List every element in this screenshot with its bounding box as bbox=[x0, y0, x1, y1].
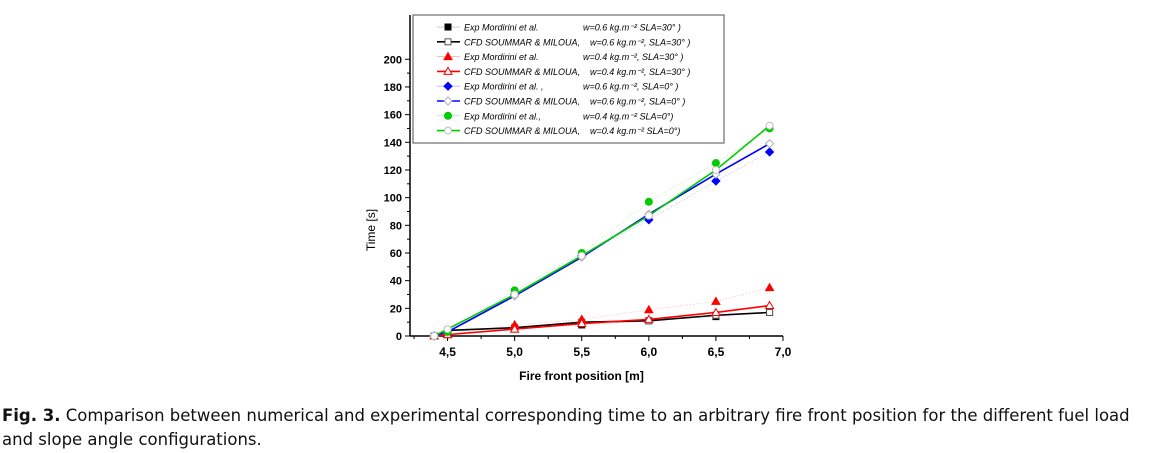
data-point-7 bbox=[644, 211, 653, 220]
data-point-7 bbox=[443, 325, 452, 334]
y-tick-label: 80 bbox=[390, 220, 402, 232]
data-point-3 bbox=[576, 318, 587, 328]
x-tick-label: 5,5 bbox=[573, 345, 590, 359]
x-tick-label: 4,5 bbox=[439, 345, 456, 359]
data-point-2 bbox=[764, 282, 775, 292]
legend-marker bbox=[443, 96, 453, 106]
legend-params: w=0.4 kg.m⁻², SLA=30° ) bbox=[583, 52, 683, 62]
legend-marker bbox=[444, 111, 452, 120]
data-point-7 bbox=[577, 251, 586, 260]
data-point-5 bbox=[764, 138, 775, 149]
y-tick-label: 40 bbox=[390, 276, 402, 288]
caption-text: Comparison between numerical and experim… bbox=[2, 406, 1130, 449]
x-tick-label: 6,0 bbox=[640, 345, 657, 359]
y-tick-label: 160 bbox=[384, 110, 402, 122]
data-point-4 bbox=[764, 147, 775, 157]
legend-label: Exp Mordirini et al. bbox=[464, 52, 539, 62]
y-axis-label: Time [s] bbox=[364, 209, 378, 251]
x-axis-label: Fire front position [m] bbox=[519, 369, 644, 383]
legend-marker bbox=[443, 51, 453, 61]
legend-marker bbox=[444, 23, 452, 31]
data-point-7 bbox=[430, 332, 439, 340]
y-tick-label: 140 bbox=[384, 137, 402, 149]
data-point-3 bbox=[509, 324, 520, 333]
data-point-6 bbox=[711, 159, 720, 168]
y-tick-label: 120 bbox=[384, 165, 402, 177]
series-line-5 bbox=[433, 142, 770, 337]
caption-label: Fig. 3. bbox=[2, 406, 61, 425]
x-tick-label: 7,0 bbox=[775, 345, 792, 359]
legend-marker bbox=[444, 38, 452, 46]
data-point-7 bbox=[765, 121, 774, 130]
legend-box bbox=[412, 14, 725, 144]
y-tick-label: 60 bbox=[390, 248, 402, 260]
x-tick-label: 5,0 bbox=[506, 345, 523, 359]
data-point-2 bbox=[711, 296, 721, 305]
data-point-4 bbox=[711, 176, 721, 186]
y-tick-label: 0 bbox=[396, 331, 402, 343]
legend-marker bbox=[443, 81, 453, 91]
legend-label: CFD SOUMMAR & MILOUA, bbox=[464, 126, 580, 136]
legend-label: Exp Mordirini et al. , bbox=[464, 82, 544, 92]
legend-params: w=0.6 kg.m⁻² SLA=30° ) bbox=[583, 23, 681, 33]
data-point-3 bbox=[643, 314, 654, 323]
x-tick-label: 6,5 bbox=[708, 345, 725, 359]
y-tick-label: 20 bbox=[390, 303, 402, 315]
data-point-6 bbox=[644, 197, 653, 206]
data-point-1 bbox=[766, 308, 774, 316]
legend-label: Exp Mordirini et al., bbox=[464, 111, 541, 121]
legend-params: w=0.6 kg.m⁻², SLA=0° ) bbox=[583, 82, 678, 92]
figure-caption: Fig. 3. Comparison between numerical and… bbox=[2, 404, 1157, 452]
chart: 0 20 40 60 80 100 120 140 160 180 200 4,5 5,0 5,5 6,0 6… bbox=[364, 14, 792, 383]
legend-params: w=0.4 kg.m⁻² SLA=0°) bbox=[590, 126, 680, 136]
legend-params: w=0.6 kg.m⁻², SLA=30° ) bbox=[590, 37, 690, 47]
legend-label: Exp Mordirini et al. bbox=[464, 23, 539, 33]
data-point-3 bbox=[764, 300, 775, 310]
legend-label: CFD SOUMMAR & MILOUA, bbox=[464, 67, 580, 77]
legend-marker bbox=[443, 66, 453, 75]
y-tick-label: 100 bbox=[384, 193, 402, 205]
data-point-3 bbox=[711, 307, 721, 316]
y-tick-label: 200 bbox=[384, 54, 402, 66]
data-point-2 bbox=[643, 304, 654, 314]
legend-params: w=0.4 kg.m⁻² SLA=0°) bbox=[583, 111, 673, 121]
legend-label: CFD SOUMMAR & MILOUA, bbox=[464, 37, 580, 47]
legend-params: w=0.4 kg.m⁻², SLA=30° ) bbox=[590, 67, 690, 77]
data-point-7 bbox=[711, 165, 720, 174]
data-point-7 bbox=[510, 290, 519, 299]
y-tick-label: 180 bbox=[384, 82, 402, 94]
legend-label: CFD SOUMMAR & MILOUA, bbox=[464, 97, 580, 107]
legend-params: w=0.6 kg.m⁻², SLA=0° ) bbox=[590, 97, 685, 107]
legend-marker bbox=[444, 126, 452, 135]
